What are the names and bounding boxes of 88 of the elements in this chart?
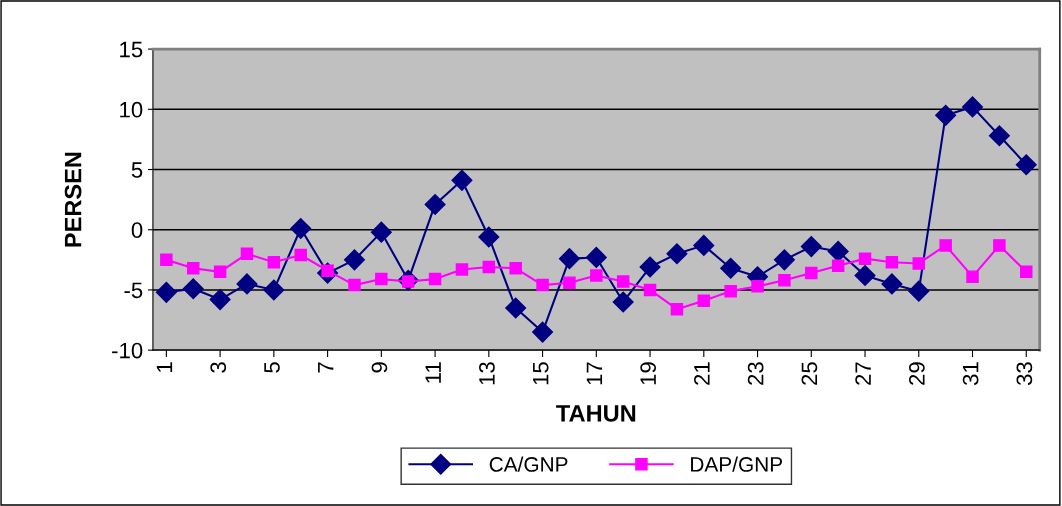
point xyxy=(428,272,442,286)
x-tick-label: 33 xyxy=(1016,362,1033,386)
point xyxy=(805,266,818,280)
point xyxy=(643,283,657,297)
point xyxy=(482,260,496,274)
legend-label: DAP/GNP xyxy=(691,456,783,472)
point xyxy=(935,104,957,126)
point xyxy=(724,284,737,298)
x-tick-label: 31 xyxy=(962,362,979,386)
x-tick-label: 29 xyxy=(909,362,925,385)
point xyxy=(854,264,876,287)
y-tick-label: 0 xyxy=(131,222,143,238)
point xyxy=(885,255,899,269)
x-tick-label: 25 xyxy=(801,362,818,385)
point xyxy=(370,221,392,243)
point xyxy=(558,248,580,270)
x-tick-label: 5 xyxy=(264,362,280,373)
x-tick-label: 7 xyxy=(318,362,334,373)
x-tick-label: 21 xyxy=(694,362,710,385)
point xyxy=(962,96,984,118)
x-tick-label: 23 xyxy=(747,362,764,385)
y-tick-label: -5 xyxy=(124,282,143,299)
point xyxy=(505,297,527,319)
legend-label: CA/GNP xyxy=(489,456,568,472)
point xyxy=(536,278,549,292)
x-tick-label: 3 xyxy=(210,362,227,373)
point xyxy=(751,280,764,293)
point xyxy=(290,218,312,240)
point xyxy=(424,193,446,215)
point xyxy=(993,239,1006,252)
point xyxy=(1015,154,1037,176)
point xyxy=(908,280,930,302)
point xyxy=(612,291,634,313)
y-tick-label: 5 xyxy=(131,162,143,178)
point xyxy=(213,265,227,279)
point xyxy=(348,278,361,292)
x-axis-title: TAHUN xyxy=(556,405,636,422)
point xyxy=(236,273,258,295)
point xyxy=(532,321,554,343)
point xyxy=(912,257,926,270)
x-tick-label: 19 xyxy=(640,362,657,385)
x-tick-label: 15 xyxy=(533,362,549,385)
y-tick-label: 10 xyxy=(120,101,143,118)
point xyxy=(1020,265,1033,279)
point xyxy=(263,279,285,301)
point xyxy=(616,275,630,288)
point xyxy=(988,125,1010,147)
point xyxy=(939,239,952,252)
point xyxy=(693,234,715,256)
x-tick-label: 17 xyxy=(586,362,603,385)
point xyxy=(186,262,200,275)
point xyxy=(160,253,173,267)
point xyxy=(209,289,231,311)
point xyxy=(778,274,791,287)
point xyxy=(670,302,684,316)
point xyxy=(881,273,903,295)
point xyxy=(639,256,661,278)
y-tick-label: 15 xyxy=(120,41,143,58)
x-tick-label: 9 xyxy=(371,362,388,373)
point xyxy=(720,257,742,279)
x-tick-label: 13 xyxy=(479,362,495,385)
point xyxy=(267,255,281,269)
point xyxy=(478,226,500,248)
point xyxy=(831,259,845,273)
point xyxy=(697,294,711,308)
point xyxy=(585,246,607,268)
point xyxy=(451,169,473,191)
x-tick-label: 11 xyxy=(425,362,441,383)
point xyxy=(240,247,254,261)
x-tick-label: 27 xyxy=(855,362,871,385)
point xyxy=(773,249,795,271)
point xyxy=(800,236,822,258)
point xyxy=(858,252,872,265)
y-axis-title: PERSEN xyxy=(64,152,82,247)
point xyxy=(509,262,522,275)
point xyxy=(155,281,177,303)
point xyxy=(666,243,688,265)
point xyxy=(294,248,307,262)
point xyxy=(182,278,204,300)
point xyxy=(590,269,603,282)
x-tick-label: 1 xyxy=(156,362,173,372)
point xyxy=(563,276,576,289)
point xyxy=(966,270,979,283)
point xyxy=(343,249,365,271)
point xyxy=(375,272,388,286)
point xyxy=(455,263,469,276)
point xyxy=(827,240,849,262)
y-tick-label: -10 xyxy=(112,342,143,359)
